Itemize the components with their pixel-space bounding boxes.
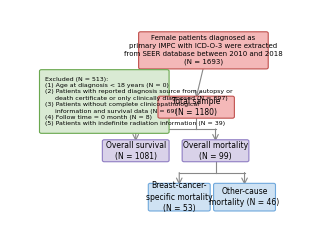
Text: Total sample
(N = 1180): Total sample (N = 1180)	[172, 97, 220, 117]
FancyBboxPatch shape	[40, 70, 169, 133]
FancyBboxPatch shape	[158, 96, 234, 118]
Text: Breast-cancer-
specific mortality
(N = 53): Breast-cancer- specific mortality (N = 5…	[146, 181, 212, 213]
FancyBboxPatch shape	[139, 32, 268, 69]
FancyBboxPatch shape	[102, 140, 169, 162]
FancyBboxPatch shape	[182, 140, 249, 162]
FancyBboxPatch shape	[214, 183, 275, 211]
Text: Excluded (N = 513):
(1) Age at diagnosis < 18 years (N = 0)
(2) Patients with re: Excluded (N = 513): (1) Age at diagnosis…	[45, 77, 233, 126]
Text: Overall survival
(N = 1081): Overall survival (N = 1081)	[105, 140, 166, 161]
FancyBboxPatch shape	[148, 183, 210, 211]
Text: Overall mortality
(N = 99): Overall mortality (N = 99)	[183, 140, 248, 161]
Text: Other-cause
mortality (N = 46): Other-cause mortality (N = 46)	[209, 187, 280, 207]
Text: Female patients diagnosed as
primary IMPC with ICD-O-3 were extracted
from SEER : Female patients diagnosed as primary IMP…	[124, 35, 283, 65]
